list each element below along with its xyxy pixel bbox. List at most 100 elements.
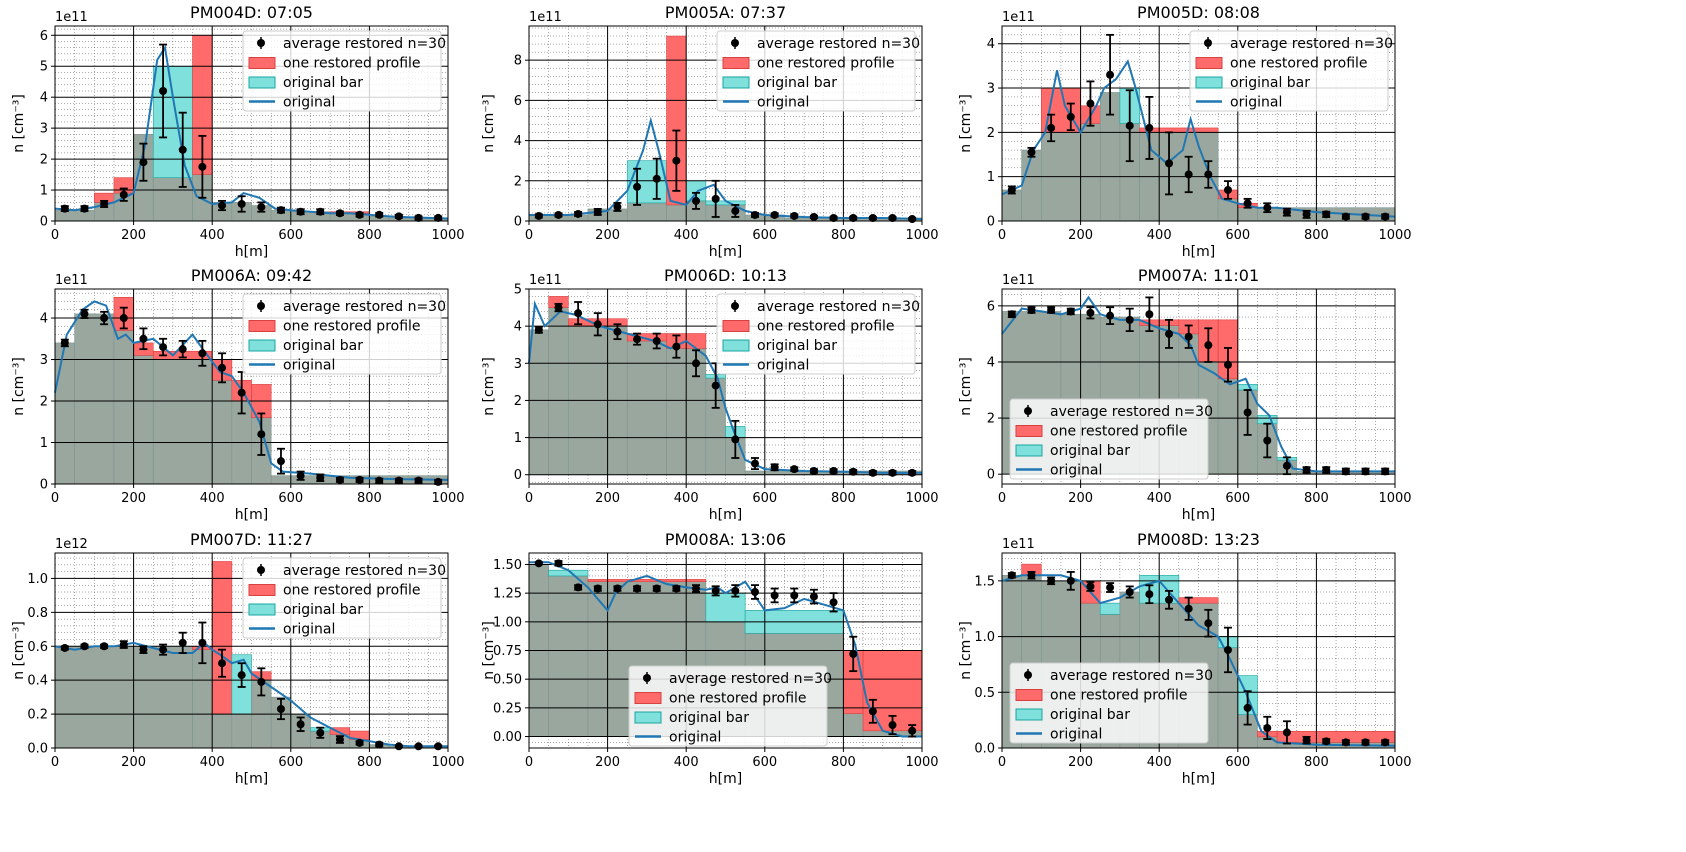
average-point [1341, 212, 1350, 221]
average-point [394, 476, 403, 485]
average-point [868, 213, 877, 222]
average-point [1282, 208, 1291, 217]
legend: average restored n=30 one restored profil… [242, 30, 446, 112]
average-point [1322, 737, 1331, 746]
legend-swatch [634, 692, 662, 704]
scale-label: 1e11 [1002, 10, 1035, 25]
average-point [672, 156, 681, 165]
average-point [593, 320, 602, 329]
legend-original: original [1050, 463, 1102, 479]
average-point [1223, 360, 1232, 369]
average-point [750, 459, 759, 468]
y-tick-label: 5 [514, 283, 522, 298]
y-tick-label: 1.00 [493, 615, 522, 630]
average-point [711, 381, 720, 390]
average-point [1007, 185, 1016, 194]
average-point [593, 207, 602, 216]
average-point [1322, 210, 1331, 219]
x-tick-label: 0 [525, 755, 533, 770]
y-tick-label: 0 [987, 215, 995, 230]
y-tick-label: 2 [514, 174, 522, 189]
x-axis-label: h[m] [1182, 244, 1215, 260]
average-point [1302, 465, 1311, 474]
average-point [276, 457, 285, 466]
chart-title: PM005A: 07:37 [665, 3, 786, 22]
legend-swatch [1024, 671, 1032, 679]
average-point [1047, 306, 1056, 315]
x-tick-label: 1000 [905, 228, 938, 243]
legend-original-bar: original bar [283, 338, 363, 354]
x-tick-label: 200 [1068, 755, 1093, 770]
scale-label: 1e12 [55, 537, 88, 552]
legend-swatch [248, 76, 276, 89]
legend-one-restored: one restored profile [669, 691, 807, 707]
ticks: 0 200 400 600 800 1000 0.00 0.25 0.50 0.75 1.00 1.2… [493, 558, 939, 770]
average-point [1204, 341, 1213, 350]
bar-overlap [1237, 207, 1258, 222]
average-point [375, 740, 384, 749]
legend-box [716, 293, 916, 375]
bar-original [152, 65, 193, 178]
average-point [198, 162, 207, 171]
average-point [257, 677, 266, 686]
legend-average: average restored n=30 [283, 563, 446, 579]
ticks: 0 200 400 600 800 1000 0 2 4 6 [987, 299, 1412, 506]
x-tick-label: 600 [752, 228, 777, 243]
axes-frame [528, 25, 923, 222]
x-tick-label: 1000 [431, 755, 464, 770]
average-point [1165, 595, 1174, 604]
bar-overlap [1217, 378, 1239, 475]
x-tick-label: 200 [1068, 491, 1093, 506]
x-tick-label: 0 [998, 491, 1006, 506]
legend-swatch [1204, 39, 1212, 47]
x-tick-label: 600 [752, 755, 777, 770]
average-point [394, 742, 403, 751]
x-tick-label: 600 [278, 228, 303, 243]
legend-box [716, 30, 916, 112]
y-axis-label: n [cm⁻³] [11, 621, 27, 680]
average-point [809, 467, 818, 475]
average-series [60, 43, 443, 222]
legend: average restored n=30 one restored profil… [242, 293, 446, 375]
legend-swatch [722, 76, 750, 89]
average-point [1341, 738, 1350, 747]
average-point [1165, 159, 1174, 168]
average-point [652, 174, 661, 183]
scale-label: 1e11 [529, 10, 562, 25]
legend-box [628, 665, 828, 747]
legend-swatch [1024, 407, 1032, 415]
x-tick-label: 400 [1147, 228, 1172, 243]
average-point [534, 559, 543, 568]
average-point [908, 214, 917, 223]
y-tick-label: 2 [514, 394, 522, 409]
average-point [237, 199, 246, 208]
x-tick-label: 400 [674, 755, 699, 770]
chart-panel: 0 200 400 600 800 1000 0.00 0.25 0.50 0.75 1.00 1.2… [481, 530, 939, 787]
average-series [1007, 33, 1390, 221]
average-point [1263, 203, 1272, 212]
y-tick-label: 3 [987, 82, 995, 97]
legend-average: average restored n=30 [669, 671, 832, 687]
average-point [414, 213, 423, 222]
average-point [257, 203, 266, 212]
chart-title: PM008A: 13:06 [665, 530, 786, 549]
y-tick-label: 0.50 [493, 673, 522, 688]
legend-original: original [1050, 727, 1102, 743]
average-point [750, 588, 759, 596]
bar-one-restored [1178, 597, 1219, 604]
y-tick-label: 1.0 [27, 572, 48, 587]
average-point [1145, 123, 1154, 132]
average-point [829, 213, 838, 222]
bar-overlap [1080, 123, 1101, 222]
x-tick-label: 200 [121, 228, 146, 243]
bar-overlap [54, 342, 75, 485]
average-point [355, 210, 364, 219]
legend-box [242, 557, 442, 639]
average-point [809, 212, 818, 221]
original-line [54, 44, 449, 220]
x-tick-label: 600 [278, 491, 303, 506]
legend-one-restored: one restored profile [1050, 424, 1188, 440]
average-series [1007, 296, 1390, 476]
average-point [770, 210, 779, 219]
